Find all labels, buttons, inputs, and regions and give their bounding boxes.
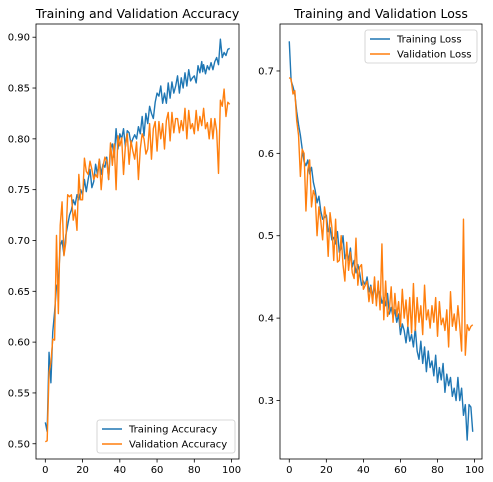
- accuracy-y-tick-label: 0.85: [8, 84, 30, 95]
- accuracy-x-tick-label: 20: [76, 465, 89, 476]
- loss-y-tick-label: 0.5: [258, 231, 274, 242]
- accuracy-series-line-training: [44, 38, 231, 433]
- accuracy-axes: 0 20 40 60 80 100 0.50 0.55 0.60 0.65 0.70 0.75 0.80…: [8, 33, 241, 476]
- loss-legend-box: [364, 29, 478, 64]
- accuracy-y-tick-label: 0.80: [8, 134, 30, 145]
- accuracy-y-tick-label: 0.65: [8, 287, 30, 298]
- accuracy-x-tick-label: 0: [42, 465, 48, 476]
- loss-series-line-validation: [288, 77, 474, 356]
- loss-legend-label: Training Loss: [396, 35, 462, 46]
- loss-chart: Training and Validation Loss 0 20 40 60 80 10…: [258, 6, 484, 476]
- loss-series-line-training: [288, 41, 474, 441]
- accuracy-y-tick-label: 0.90: [8, 33, 30, 44]
- loss-x-tick-label: 100: [465, 465, 484, 476]
- loss-x-tick-label: 60: [394, 465, 407, 476]
- loss-x-tick-label: 0: [286, 465, 292, 476]
- accuracy-x-tick-label: 40: [113, 465, 126, 476]
- loss-y-tick-label: 0.7: [258, 66, 274, 77]
- loss-plot-area: [288, 41, 474, 441]
- loss-x-tick-label: 80: [431, 465, 444, 476]
- accuracy-x-tick-label: 80: [188, 465, 201, 476]
- accuracy-plot-frame: [35, 23, 240, 460]
- accuracy-y-tick-label: 0.70: [8, 236, 30, 247]
- accuracy-y-tick-label: 0.50: [8, 439, 30, 450]
- loss-x-tick-label: 20: [320, 465, 333, 476]
- accuracy-chart-title: Training and Validation Accuracy: [35, 6, 240, 21]
- loss-legend-label: Validation Loss: [397, 50, 472, 61]
- accuracy-y-tick-label: 0.55: [8, 388, 30, 399]
- accuracy-x-tick-label: 100: [222, 465, 241, 476]
- accuracy-legend-label: Validation Accuracy: [129, 440, 227, 451]
- accuracy-legend[interactable]: Training Accuracy Validation Accuracy: [96, 419, 236, 454]
- accuracy-series-line-validation: [44, 88, 231, 443]
- loss-y-tick-label: 0.3: [258, 396, 274, 407]
- loss-y-tick-label: 0.6: [258, 149, 274, 160]
- accuracy-y-tick-label: 0.60: [8, 338, 30, 349]
- loss-chart-title: Training and Validation Loss: [293, 6, 468, 21]
- accuracy-legend-label: Training Accuracy: [128, 425, 217, 436]
- loss-legend[interactable]: Training Loss Validation Loss: [364, 29, 478, 64]
- accuracy-y-tick-label: 0.75: [8, 185, 30, 196]
- accuracy-legend-box: [96, 419, 236, 454]
- loss-plot-frame: [279, 23, 483, 460]
- accuracy-plot-area: [44, 38, 231, 443]
- loss-x-tick-label: 40: [357, 465, 370, 476]
- loss-y-tick-label: 0.4: [258, 314, 274, 325]
- loss-axes: 0 20 40 60 80 100 0.3 0.4 0.5 0.6 0.7: [258, 66, 484, 476]
- accuracy-x-tick-label: 60: [151, 465, 164, 476]
- accuracy-chart: Training and Validation Accuracy 0 20 40 60…: [8, 6, 241, 476]
